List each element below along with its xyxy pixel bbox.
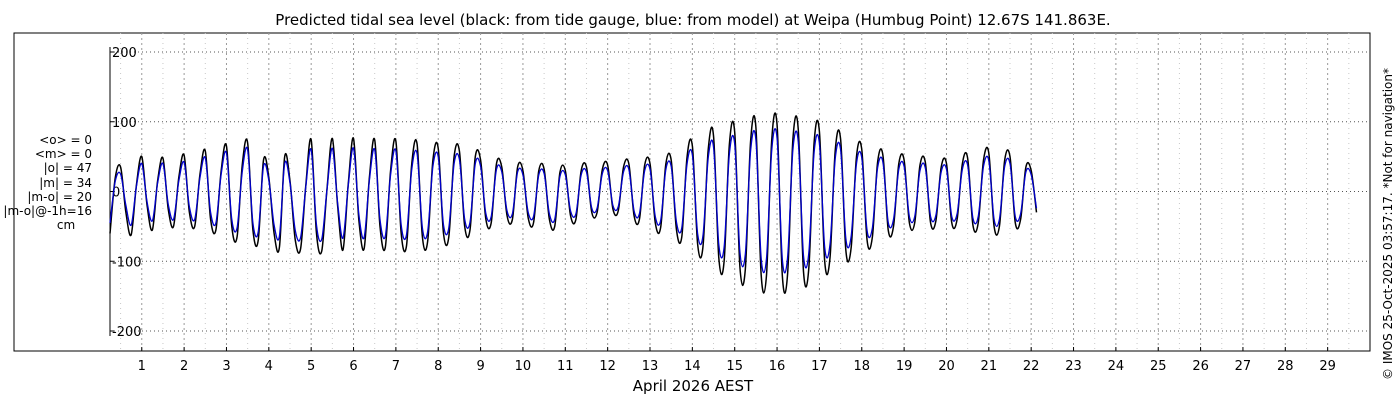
stat-abs-model: |m| = 34 (39, 175, 92, 190)
x-tick-label: 1 (138, 359, 146, 374)
x-tick-label: 28 (1277, 359, 1294, 374)
y-tick-label: 100 (112, 116, 137, 131)
stat-abs-diff: |m-o| = 20 (27, 189, 92, 204)
y-axis: -200 -100 0 100 200 (109, 46, 142, 340)
x-tick-label: 15 (726, 359, 743, 374)
stat-mean-obs: <o> = 0 (39, 133, 92, 147)
x-tick-label: 4 (265, 359, 273, 374)
x-tick-label: 5 (307, 359, 315, 374)
x-tick-label: 23 (1065, 359, 1082, 374)
y-tick-label: 200 (112, 46, 137, 61)
x-tick-label: 26 (1192, 359, 1209, 374)
x-tick-label: 13 (642, 359, 659, 374)
stats-panel: <o> = 0 <m> = 0 |o| = 47 |m| = 34 |m-o| … (0, 133, 92, 232)
stat-mean-model: <m> = 0 (34, 147, 92, 162)
x-tick-label: 17 (811, 359, 828, 374)
x-tick-label: 8 (434, 359, 442, 374)
stat-abs-obs: |o| = 47 (43, 161, 92, 176)
x-tick-label: 16 (769, 359, 786, 374)
x-tick-label: 21 (981, 359, 998, 374)
x-axis: 1 2 3 4 5 6 7 8 9 10 11 12 13 14 15 16 17 18 19 20 21 22 23 24 2… (138, 347, 1336, 374)
chart-title: Predicted tidal sea level (black: from t… (275, 11, 1110, 29)
x-tick-label: 24 (1108, 359, 1125, 374)
x-tick-label: 27 (1235, 359, 1252, 374)
copyright-note: © IMOS 25-Oct-2025 03:57:17. *Not for na… (1381, 68, 1395, 380)
grid-lines (110, 33, 1370, 351)
y-tick-label: -100 (112, 255, 142, 270)
x-axis-label: April 2026 AEST (633, 377, 754, 395)
y-tick-label: -200 (112, 325, 142, 340)
x-tick-label: 29 (1319, 359, 1336, 374)
x-tick-label: 20 (938, 359, 955, 374)
x-tick-label: 6 (349, 359, 357, 374)
series-line-model (109, 128, 1038, 274)
stat-unit: cm (56, 218, 76, 233)
y-tick-label: 0 (112, 186, 120, 201)
x-tick-label: 11 (557, 359, 574, 374)
x-tick-label: 9 (476, 359, 484, 374)
x-tick-label: 12 (599, 359, 616, 374)
x-tick-label: 3 (222, 359, 230, 374)
x-tick-label: 25 (1150, 359, 1167, 374)
x-tick-label: 2 (180, 359, 188, 374)
x-tick-label: 22 (1023, 359, 1040, 374)
x-tick-label: 7 (392, 359, 400, 374)
x-tick-label: 18 (853, 359, 870, 374)
x-tick-label: 19 (896, 359, 913, 374)
x-tick-label: 10 (515, 359, 532, 374)
x-tick-label: 14 (684, 359, 701, 374)
stat-abs-diff-lag: |m-o|@-1h=16 (3, 204, 92, 219)
